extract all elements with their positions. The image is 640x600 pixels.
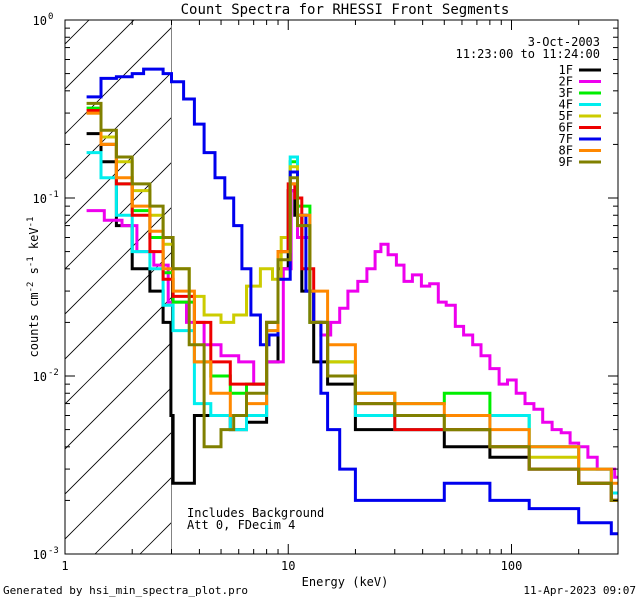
hatch-line: [65, 161, 172, 270]
y-tick-label-exponent: 0: [48, 12, 53, 22]
chart-title: Count Spectra for RHESSI Front Segments: [181, 2, 510, 18]
legend-date: 3-Oct-2003: [528, 35, 600, 49]
y-label-part: keV: [27, 227, 41, 256]
y-tick-label: 10: [33, 548, 47, 562]
legend-label-3F: 3F: [559, 86, 573, 100]
series-7F: [86, 67, 618, 536]
y-axis-label: counts cm-2 s-1 keV-1: [26, 217, 41, 358]
series-layer: [86, 67, 618, 536]
y-tick-label-exponent: -1: [48, 190, 59, 200]
axes: [64, 19, 619, 555]
legend-label-2F: 2F: [559, 75, 573, 89]
y-label-exponent: -2: [26, 282, 36, 293]
legend-label-6F: 6F: [559, 121, 573, 135]
tick-marks: [64, 19, 619, 555]
legend-time-range: 11:23:00 to 11:24:00: [456, 47, 601, 61]
x-axis-label: Energy (keV): [302, 575, 389, 589]
series-8F: [86, 111, 618, 485]
footer-generated-by: Generated by hsi_min_spectra_plot.pro: [3, 584, 248, 597]
legend-label-1F: 1F: [559, 63, 573, 77]
legend-label-9F: 9F: [559, 155, 573, 169]
hatch-line: [0, 0, 110, 554]
hatch-line: [65, 26, 172, 135]
y-tick-label: 10: [33, 192, 47, 206]
x-tick-label: 100: [501, 559, 523, 573]
footer-timestamp: 11-Apr-2023 09:07: [523, 584, 636, 597]
y-label-part: s: [27, 267, 41, 281]
x-tick-label: 1: [61, 559, 68, 573]
hatch-line: [65, 71, 172, 180]
plot-frame: [64, 19, 619, 555]
hatched-region: [0, 0, 172, 554]
series-9F: [86, 101, 618, 502]
y-label-exponent: -1: [26, 217, 36, 228]
hatch-line: [65, 431, 172, 540]
legend-label-7F: 7F: [559, 132, 573, 146]
x-tick-label: 10: [281, 559, 295, 573]
annotation-attenuator: Att 0, FDecim 4: [187, 518, 295, 532]
legend-label-4F: 4F: [559, 98, 573, 112]
annotation-background: Includes Background: [187, 506, 324, 520]
hatch-line: [65, 386, 172, 495]
hatch-line: [65, 251, 172, 360]
hatch-line: [65, 206, 172, 315]
y-tick-label-exponent: -3: [48, 546, 59, 556]
legend-label-5F: 5F: [559, 109, 573, 123]
hatch-line: [65, 296, 172, 405]
hatch-line: [65, 20, 135, 90]
y-tick-label-exponent: -2: [48, 368, 59, 378]
legend: 3-Oct-2003 11:23:00 to 11:24:00 1F2F3F4F…: [456, 35, 601, 169]
series-5F: [86, 111, 618, 502]
y-label-part: counts cm: [27, 292, 41, 357]
y-tick-label: 10: [33, 14, 47, 28]
y-tick-label: 10: [33, 370, 47, 384]
series-2F: [86, 189, 618, 479]
hatch-line: [65, 20, 90, 45]
y-label-exponent: -1: [26, 256, 36, 267]
legend-label-8F: 8F: [559, 144, 573, 158]
series-3F: [86, 106, 618, 495]
